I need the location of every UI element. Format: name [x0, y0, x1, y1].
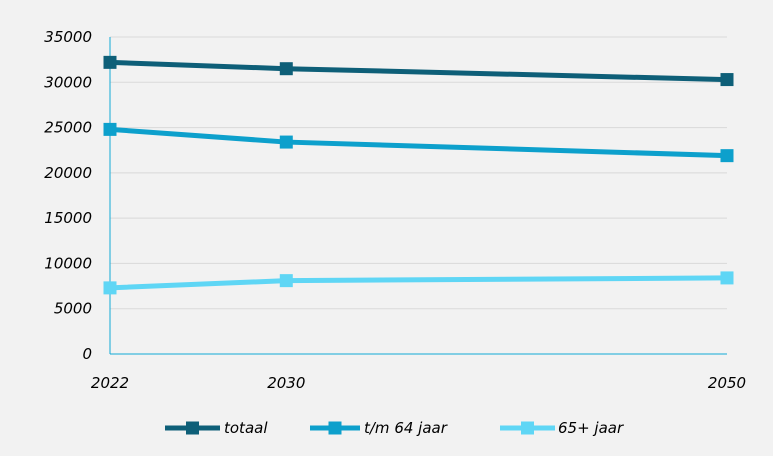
legend-item: 65+ jaar — [500, 419, 624, 437]
y-tick-label: 35000 — [44, 28, 92, 46]
series-totaal — [103, 55, 734, 87]
y-tick-label: 15000 — [44, 209, 92, 227]
data-point — [103, 55, 117, 69]
series-t-m-64-jaar — [103, 122, 734, 163]
y-tick-labels: 0 5000 10000 15000 20000 25000 30000 35000 — [44, 28, 92, 363]
y-tick-label: 25000 — [44, 119, 92, 137]
series-line — [109, 275, 728, 291]
legend-label: 65+ jaar — [558, 419, 624, 437]
y-tick-label: 10000 — [44, 254, 92, 272]
series-line — [109, 59, 728, 83]
y-tick-label: 5000 — [54, 300, 92, 318]
y-tick-label: 30000 — [44, 73, 92, 91]
legend-item: totaal — [165, 419, 268, 437]
series — [103, 55, 734, 295]
data-point — [720, 271, 734, 285]
legend-swatch-marker — [521, 421, 534, 435]
data-point — [720, 73, 734, 87]
data-point — [279, 62, 293, 76]
x-tick-label: 2022 — [91, 374, 129, 392]
data-point — [103, 281, 117, 295]
series-line — [109, 126, 728, 159]
data-point — [103, 122, 117, 136]
x-tick-labels: 2022 2030 2050 — [91, 374, 746, 392]
gridlines — [110, 36, 727, 310]
data-point — [279, 274, 293, 288]
y-tick-label: 0 — [82, 345, 92, 363]
y-tick-label: 20000 — [44, 164, 92, 182]
x-tick-label: 2050 — [708, 374, 746, 392]
data-point — [720, 149, 734, 163]
legend-label: t/m 64 jaar — [364, 419, 448, 437]
legend-item: t/m 64 jaar — [310, 419, 448, 437]
legend-swatch-marker — [186, 421, 199, 435]
data-point — [279, 135, 293, 149]
legend: totaal t/m 64 jaar 65+ jaar — [165, 419, 624, 437]
x-tick-label: 2030 — [267, 374, 305, 392]
axes — [109, 37, 727, 355]
series-65-jaar — [103, 271, 734, 295]
legend-swatch-marker — [328, 421, 342, 435]
legend-label: totaal — [224, 419, 268, 437]
